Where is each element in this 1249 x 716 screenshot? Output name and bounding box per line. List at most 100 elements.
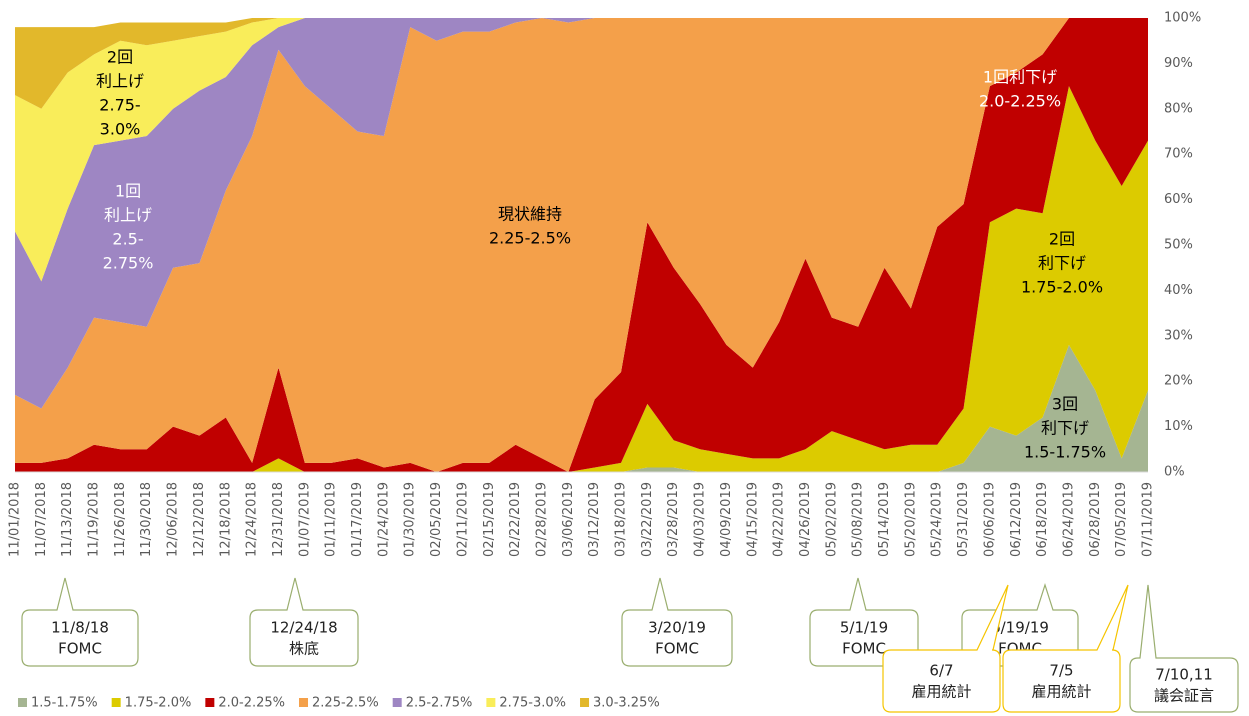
x-tick-label: 04/15/2019 <box>745 482 760 557</box>
x-tick-label: 04/22/2019 <box>772 482 787 557</box>
x-tick-label: 11/13/2018 <box>60 482 75 557</box>
x-tick-label: 03/28/2019 <box>666 482 681 557</box>
x-tick-label: 12/24/2018 <box>245 482 260 557</box>
callout-text: 11/8/18 <box>51 619 109 637</box>
legend-label: 1.5-1.75% <box>31 696 98 711</box>
legend-swatch <box>299 698 309 707</box>
legend-swatch <box>392 698 402 707</box>
annotation: 1.75-2.0% <box>1021 278 1103 297</box>
callout-text: FOMC <box>58 640 102 658</box>
x-tick-label: 06/12/2019 <box>1009 482 1024 557</box>
callout-text: 6/7 <box>929 662 953 680</box>
callout-text: 議会証言 <box>1154 687 1214 705</box>
annotation: 2.5- <box>112 230 143 249</box>
annotation: 現状維持 <box>498 205 562 224</box>
annotation: 1.5-1.75% <box>1024 443 1106 462</box>
annotation: 2.0-2.25% <box>979 92 1061 111</box>
callout-box <box>621 577 733 667</box>
callout-box <box>1129 584 1239 713</box>
x-tick-label: 01/30/2019 <box>403 482 418 557</box>
x-tick-label: 11/30/2018 <box>139 482 154 557</box>
annotation: 3回 <box>1052 395 1078 414</box>
area <box>15 18 1148 472</box>
legend-label: 2.75-3.0% <box>499 696 566 711</box>
callout-text: 5/1/19 <box>840 619 888 637</box>
x-tick-label: 03/06/2019 <box>561 482 576 557</box>
x-tick-label: 01/24/2019 <box>376 482 391 557</box>
y-tick-label: 20% <box>1164 374 1193 389</box>
area <box>15 344 1148 472</box>
x-tick-label: 02/15/2019 <box>482 482 497 557</box>
callout-box <box>882 584 1009 713</box>
callout-text: FOMC <box>842 640 886 658</box>
y-tick-label: 10% <box>1164 419 1193 434</box>
callout-text: 3/20/19 <box>648 619 706 637</box>
x-tick-label: 05/02/2019 <box>824 482 839 557</box>
annotation: 2回 <box>1049 230 1075 249</box>
legend-swatch <box>18 698 27 707</box>
callout-text: 12/24/18 <box>270 619 337 637</box>
callout-box <box>249 577 359 667</box>
callout-text: 6/19/19 <box>991 619 1049 637</box>
legend-label: 3.0-3.25% <box>593 696 660 711</box>
callout-text: 雇用統計 <box>1031 683 1091 701</box>
callout-text: 株底 <box>289 640 319 658</box>
legend-swatch <box>486 698 496 707</box>
legend-label: 1.75-2.0% <box>125 696 192 711</box>
callout-text: FOMC <box>655 640 699 658</box>
x-tick-label: 07/05/2019 <box>1114 482 1129 557</box>
y-tick-label: 100% <box>1164 11 1201 26</box>
annotation: 1回利下げ <box>983 68 1057 87</box>
x-tick-label: 03/18/2019 <box>614 482 629 557</box>
x-tick-label: 12/18/2018 <box>218 482 233 557</box>
x-tick-label: 02/05/2019 <box>429 482 444 557</box>
callout-text: 7/5 <box>1049 662 1073 680</box>
annotation: 2.75- <box>99 96 140 115</box>
area <box>15 18 1148 109</box>
x-tick-label: 03/22/2019 <box>640 482 655 557</box>
x-tick-label: 02/28/2019 <box>534 482 549 557</box>
x-tick-label: 03/12/2019 <box>587 482 602 557</box>
x-tick-label: 06/24/2019 <box>1061 482 1076 557</box>
callout-box <box>21 577 139 667</box>
legend-swatch <box>205 698 215 707</box>
legend-swatch <box>111 698 121 707</box>
x-tick-label: 06/28/2019 <box>1088 482 1103 557</box>
x-tick-label: 01/11/2019 <box>324 482 339 557</box>
annotation: 1回 <box>115 182 141 201</box>
x-tick-label: 01/07/2019 <box>297 482 312 557</box>
callout-text: 7/10,11 <box>1155 666 1213 684</box>
x-tick-label: 04/26/2019 <box>798 482 813 557</box>
annotation: 2回 <box>107 48 133 67</box>
annotation: 利下げ <box>1041 419 1089 438</box>
y-tick-label: 90% <box>1164 56 1193 71</box>
y-tick-label: 0% <box>1164 465 1185 480</box>
y-tick-label: 40% <box>1164 283 1193 298</box>
x-tick-label: 06/18/2019 <box>1035 482 1050 557</box>
legend-label: 2.25-2.5% <box>312 696 379 711</box>
area <box>15 18 1148 472</box>
x-tick-label: 12/06/2018 <box>166 482 181 557</box>
x-tick-label: 07/11/2019 <box>1141 482 1156 557</box>
area <box>15 18 1148 282</box>
x-tick-label: 05/14/2019 <box>877 482 892 557</box>
y-tick-label: 60% <box>1164 192 1193 207</box>
x-tick-label: 05/08/2019 <box>851 482 866 557</box>
x-tick-label: 04/03/2019 <box>693 482 708 557</box>
x-tick-label: 02/11/2019 <box>455 482 470 557</box>
y-tick-label: 30% <box>1164 328 1193 343</box>
x-tick-label: 06/06/2019 <box>982 482 997 557</box>
legend-label: 2.0-2.25% <box>218 696 285 711</box>
y-tick-label: 50% <box>1164 238 1193 253</box>
x-tick-label: 12/31/2018 <box>271 482 286 557</box>
annotation: 利上げ <box>96 72 144 91</box>
annotation: 利下げ <box>1038 254 1086 273</box>
legend-label: 2.5-2.75% <box>406 696 473 711</box>
x-tick-label: 05/20/2019 <box>903 482 918 557</box>
annotation: 2.75% <box>103 254 154 273</box>
x-tick-label: 11/26/2018 <box>113 482 128 557</box>
x-tick-label: 05/24/2019 <box>930 482 945 557</box>
x-tick-label: 04/09/2019 <box>719 482 734 557</box>
x-tick-label: 01/17/2019 <box>350 482 365 557</box>
